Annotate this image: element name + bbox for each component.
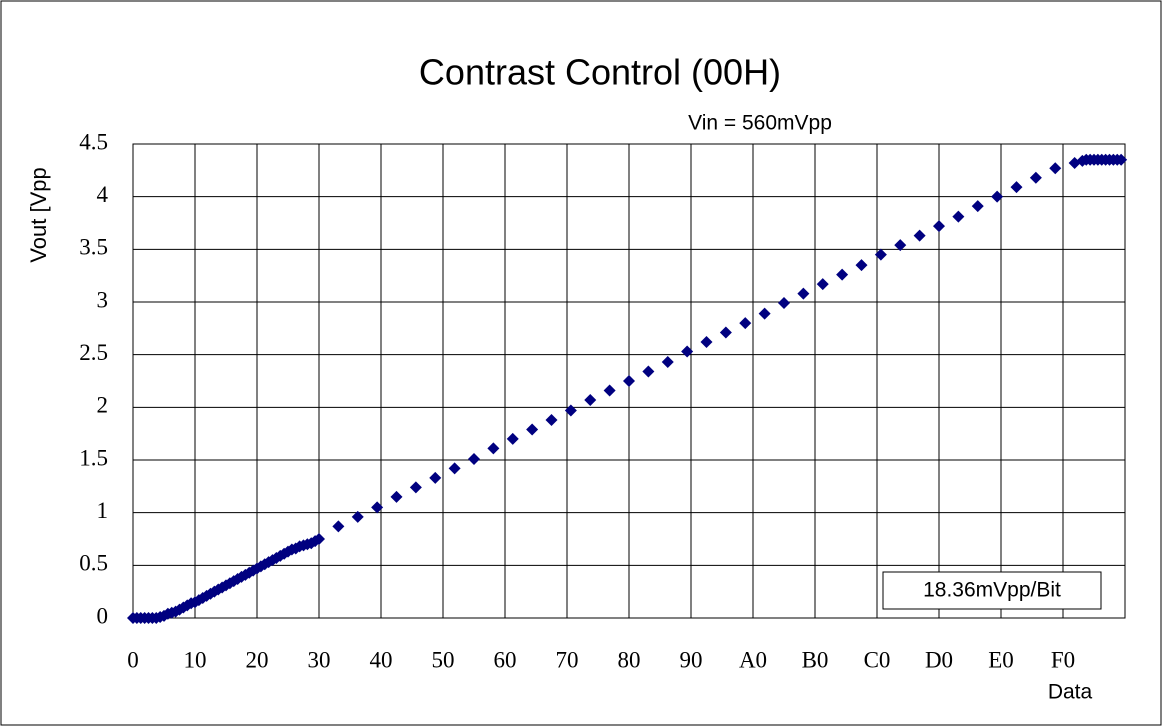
y-tick-label: 0 <box>97 603 109 628</box>
data-point <box>526 423 539 436</box>
x-axis-label: Data <box>1048 681 1093 704</box>
x-tick-label: 90 <box>680 647 703 672</box>
data-point <box>991 190 1004 203</box>
data-point <box>913 229 926 242</box>
data-point <box>894 239 907 252</box>
y-axis-label: Vout [Vpp <box>26 167 51 262</box>
data-point <box>468 452 480 465</box>
data-point <box>1049 162 1062 175</box>
chart-subtitle: Vin = 560mVpp <box>688 112 832 135</box>
data-point <box>739 317 752 330</box>
y-tick-label: 4.5 <box>79 129 108 154</box>
x-tick-label: 20 <box>246 647 269 672</box>
y-tick-label: 1 <box>97 498 109 523</box>
x-tick-label: D0 <box>925 647 953 672</box>
data-point <box>797 287 810 300</box>
chart-title: Contrast Control (00H) <box>419 52 781 93</box>
data-point <box>836 268 849 281</box>
x-tick-label: 70 <box>556 647 579 672</box>
x-tick-label: B0 <box>802 647 829 672</box>
data-point <box>1115 153 1128 166</box>
data-point <box>874 248 887 261</box>
data-point <box>719 326 732 339</box>
data-point <box>623 375 635 387</box>
x-tick-label: 30 <box>308 647 331 672</box>
data-point <box>681 345 694 358</box>
data-point <box>448 462 461 475</box>
x-tick-label: F0 <box>1051 647 1075 672</box>
data-point <box>1029 171 1042 184</box>
y-tick-label: 1.5 <box>79 445 108 470</box>
data-point <box>545 413 558 426</box>
data-point <box>429 471 442 484</box>
x-tick-label: 50 <box>432 647 455 672</box>
data-point <box>661 356 674 369</box>
y-tick-label: 2 <box>97 393 109 418</box>
data-point <box>855 259 868 272</box>
x-tick-label: E0 <box>988 647 1014 672</box>
data-point <box>971 200 984 213</box>
data-point <box>506 432 519 445</box>
data-point <box>313 533 325 545</box>
x-tick-label: 0 <box>127 647 139 672</box>
data-point <box>409 481 422 494</box>
data-point <box>603 384 616 397</box>
data-point <box>758 307 771 320</box>
annotation: 18.36mVpp/Bit <box>923 579 1061 602</box>
data-point <box>778 297 790 310</box>
data-point <box>371 501 384 514</box>
data-point <box>390 490 403 503</box>
x-tick-label: 80 <box>618 647 641 672</box>
x-tick-label: 60 <box>494 647 517 672</box>
data-point <box>642 365 655 378</box>
data-point <box>332 520 345 533</box>
data-point <box>487 442 500 455</box>
data-point <box>1010 181 1023 194</box>
annotation-box <box>882 571 1102 610</box>
y-tick-label: 3.5 <box>79 235 108 260</box>
data-point <box>584 393 597 406</box>
y-tick-label: 0.5 <box>79 551 108 576</box>
data-point <box>952 210 965 223</box>
y-tick-label: 2.5 <box>79 340 108 365</box>
x-tick-label: C0 <box>864 647 891 672</box>
data-point <box>700 336 713 349</box>
data-point <box>564 404 577 417</box>
x-tick-label: 40 <box>370 647 393 672</box>
y-tick-label: 4 <box>97 182 109 207</box>
x-tick-label: 10 <box>184 647 207 672</box>
data-point <box>933 220 945 233</box>
y-tick-label: 3 <box>97 287 109 312</box>
data-point <box>351 510 364 523</box>
data-point <box>816 278 829 291</box>
x-tick-label: A0 <box>739 647 767 672</box>
